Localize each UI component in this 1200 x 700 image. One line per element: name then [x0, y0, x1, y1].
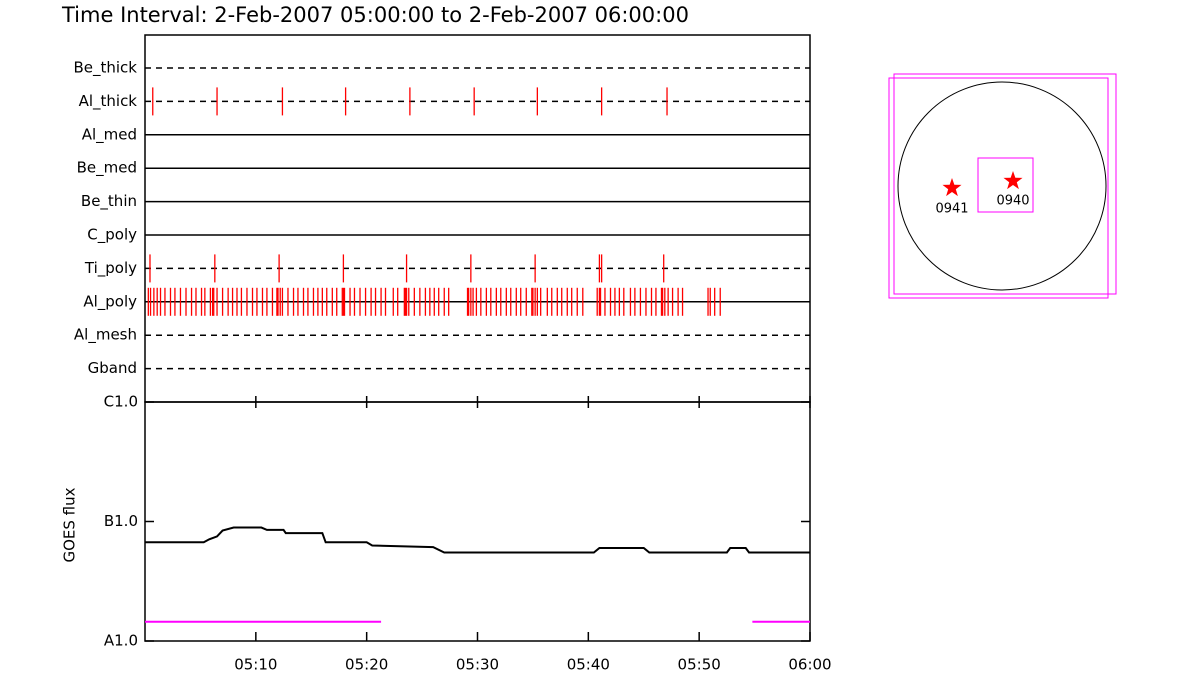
y-tick-label: B1.0: [104, 512, 138, 530]
solar-disk: [897, 81, 1107, 291]
goes-frame: [144, 401, 811, 642]
fov-box: [888, 77, 1109, 299]
row-label: C_poly: [87, 226, 137, 245]
x-tick-label: 05:50: [678, 656, 721, 674]
y-tick-label: C1.0: [104, 393, 138, 411]
row-label: Be_thick: [73, 59, 137, 78]
x-tick-label: 05:20: [345, 656, 388, 674]
timeline-frame: [144, 34, 811, 403]
row-label: Al_med: [82, 125, 137, 144]
region-label: 0940: [996, 194, 1029, 209]
flux-line: [145, 526, 810, 554]
row-label: Ti_poly: [84, 259, 137, 278]
x-tick-label: 06:00: [788, 656, 831, 674]
row-label: Al_poly: [83, 292, 137, 311]
row-label: Be_med: [77, 159, 137, 178]
row-label: Gband: [88, 359, 137, 377]
region-label: 0941: [935, 202, 968, 217]
region-star: [1003, 171, 1023, 190]
region-star: [942, 178, 962, 197]
y-axis-label: GOES flux: [61, 487, 79, 562]
fov-box: [893, 73, 1117, 295]
y-tick-label: A1.0: [104, 632, 138, 650]
x-tick-label: 05:30: [456, 656, 499, 674]
row-label: Al_thick: [79, 92, 138, 111]
row-label: Al_mesh: [74, 326, 137, 345]
x-tick-label: 05:40: [567, 656, 610, 674]
chart-title: Time Interval: 2-Feb-2007 05:00:00 to 2-…: [61, 3, 689, 27]
row-label: Be_thin: [81, 192, 137, 211]
sun-map: 0941 0940: [888, 73, 1117, 299]
fov-box: [977, 157, 1034, 213]
x-tick-label: 05:10: [234, 656, 277, 674]
